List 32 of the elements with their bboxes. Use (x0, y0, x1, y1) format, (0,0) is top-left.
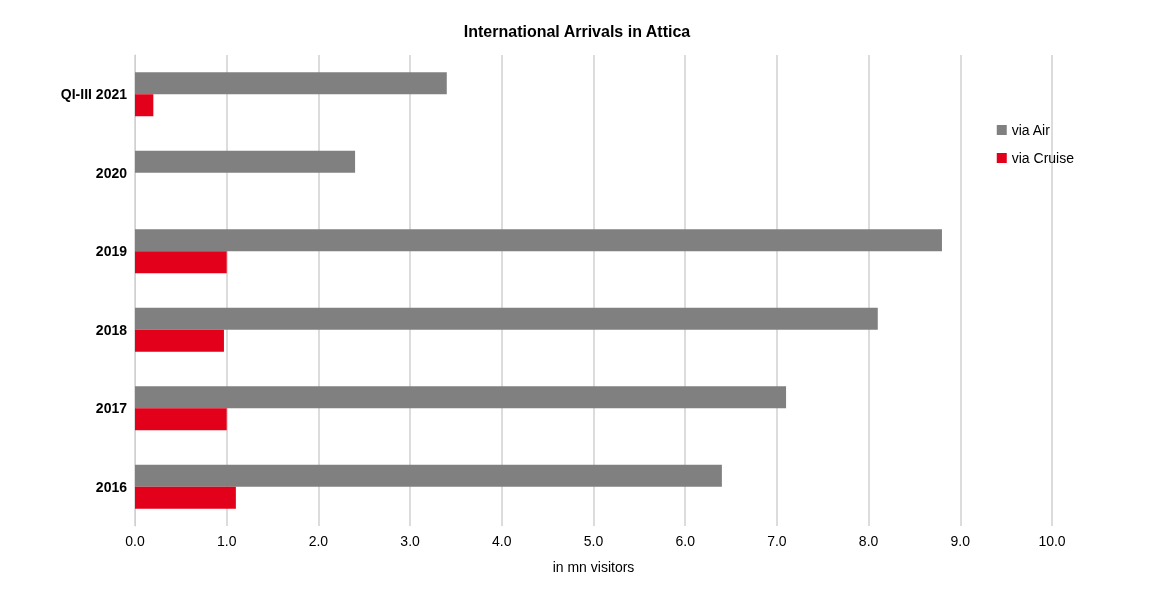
bar (135, 307, 878, 330)
x-tick-label: 5.0 (583, 533, 604, 549)
bar (135, 94, 154, 117)
y-tick-label: 2020 (95, 164, 128, 181)
chart-title: International Arrivals in Attica (463, 22, 691, 40)
x-tick-label: 4.0 (492, 533, 512, 549)
bar (135, 329, 224, 352)
x-tick-label: 6.0 (675, 533, 696, 549)
x-tick-label: 0.0 (125, 533, 145, 549)
bar (135, 72, 447, 95)
x-tick-label: 2.0 (308, 533, 329, 549)
bar (135, 486, 236, 509)
x-axis-title: in mn visitors (552, 559, 635, 575)
x-tick-label: 8.0 (858, 533, 879, 549)
y-tick-label: 2017 (95, 400, 128, 417)
x-tick-label: 3.0 (400, 533, 421, 549)
bar (135, 150, 356, 173)
x-tick-label: 9.0 (950, 533, 971, 549)
x-tick-label: 7.0 (767, 533, 787, 549)
x-tick-label: 10.0 (1038, 533, 1066, 549)
y-tick-label: 2018 (95, 321, 128, 338)
bar (135, 408, 227, 431)
bar (135, 464, 722, 487)
y-tick-label: QI-III 2021 (60, 86, 128, 103)
bar (135, 251, 227, 274)
x-tick-label: 1.0 (216, 533, 237, 549)
legend-label: via Air (1011, 122, 1051, 138)
bar (135, 386, 787, 409)
bar (135, 229, 942, 252)
legend-label: via Cruise (1011, 150, 1075, 166)
y-tick-label: 2016 (95, 478, 128, 495)
y-tick-label: 2019 (95, 243, 128, 260)
